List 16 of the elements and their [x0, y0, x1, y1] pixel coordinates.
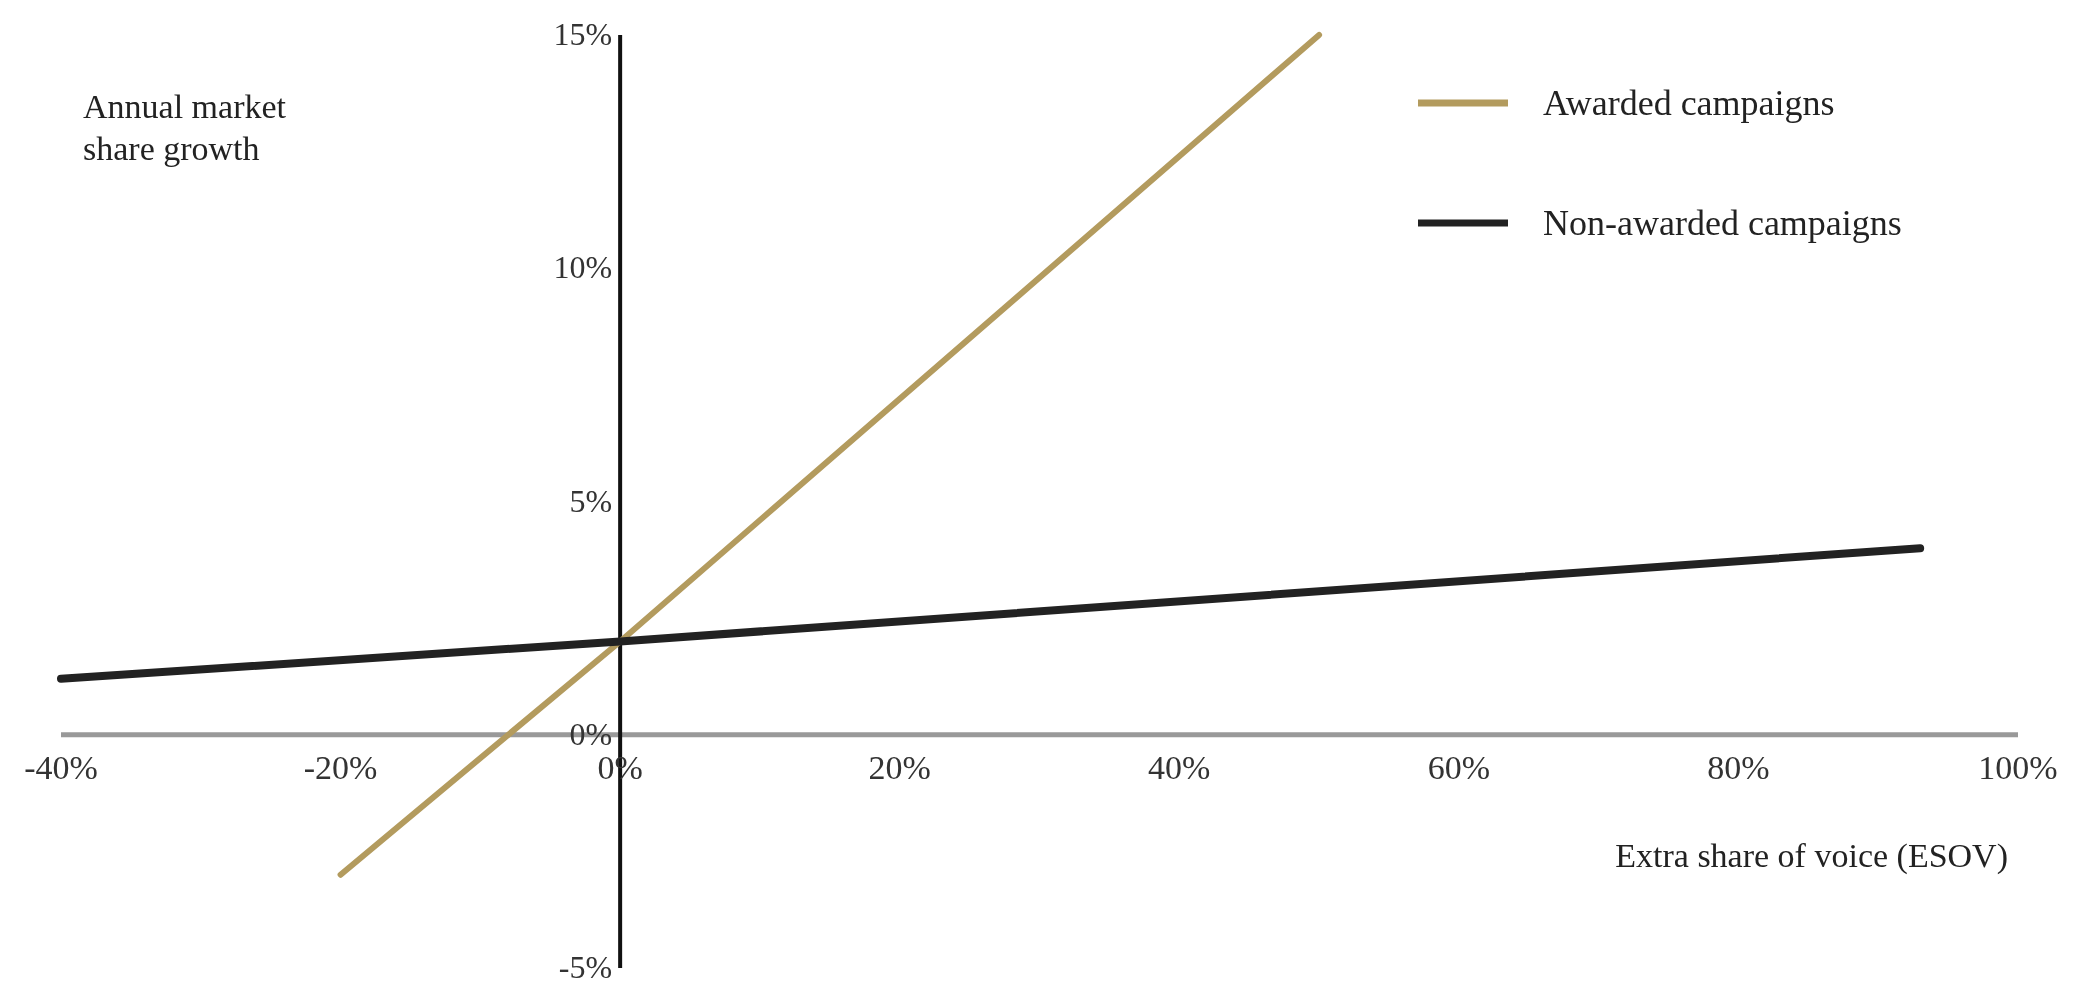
- x-tick-label: -40%: [24, 748, 98, 786]
- x-axis-title: Extra share of voice (ESOV): [1615, 836, 2008, 875]
- x-tick-label: 20%: [868, 748, 931, 786]
- legend-label: Awarded campaigns: [1543, 83, 1835, 123]
- y-tick-label: 10%: [553, 249, 613, 286]
- x-tick-label: 100%: [1978, 748, 2058, 786]
- x-tick-label: 40%: [1148, 748, 1211, 786]
- x-tick-label: 60%: [1427, 748, 1491, 786]
- y-axis-title: Annual market share growth: [83, 88, 287, 167]
- x-tick-label: -20%: [303, 748, 378, 786]
- legend-label: Non-awarded campaigns: [1543, 203, 1902, 243]
- y-tick-label: 0%: [569, 715, 613, 752]
- x-tick-label: 80%: [1707, 748, 1770, 786]
- y-tick-label: 15%: [553, 16, 613, 52]
- y-tick-label: 5%: [569, 482, 613, 519]
- y-tick-label: -5%: [558, 949, 613, 985]
